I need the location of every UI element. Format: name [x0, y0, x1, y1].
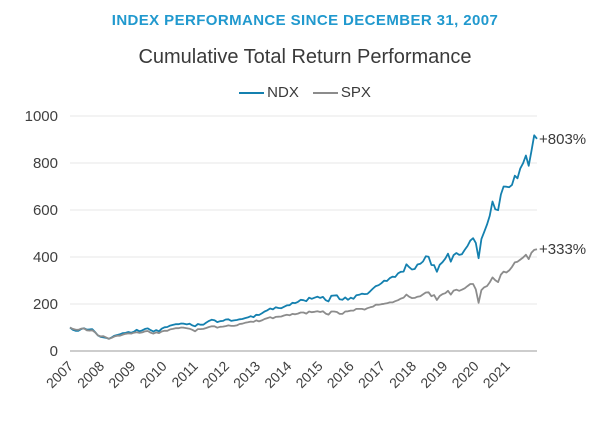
- legend-label-spx: SPX: [340, 84, 371, 101]
- y-axis-label: 400: [33, 249, 58, 266]
- spx-end-annotation: +333%: [539, 241, 586, 258]
- x-axis-label: 2014: [261, 358, 294, 391]
- x-axis-label: 2020: [448, 358, 481, 391]
- x-axis-label: 2008: [74, 358, 107, 391]
- y-axis-label: 600: [33, 202, 58, 219]
- legend-label-ndx: NDX: [267, 84, 299, 101]
- y-axis-label: 1000: [25, 108, 58, 125]
- legend-item-ndx: NDX: [239, 84, 299, 101]
- x-axis-label: 2013: [230, 358, 263, 391]
- spx-line: [69, 248, 538, 340]
- x-axis-label: 2007: [43, 358, 76, 391]
- ndx-end-annotation: +803%: [539, 131, 586, 148]
- x-axis-label: 2011: [168, 358, 201, 391]
- y-axis-label: 0: [50, 343, 58, 360]
- x-axis-label: 2017: [355, 358, 388, 391]
- x-axis-label: 2010: [136, 358, 169, 391]
- chart-eyebrow-heading: INDEX PERFORMANCE SINCE DECEMBER 31, 200…: [111, 12, 499, 29]
- x-axis-label: 2019: [417, 358, 450, 391]
- legend-item-spx: SPX: [312, 84, 371, 101]
- x-axis-label: 2015: [292, 358, 325, 391]
- ndx-line-swatch-icon: [239, 91, 265, 94]
- y-axis-label: 200: [33, 296, 58, 313]
- x-axis-label: 2018: [386, 358, 419, 391]
- chart-legend: NDX SPX: [0, 84, 610, 101]
- chart-title: Cumulative Total Return Performance: [138, 46, 472, 68]
- x-axis-label: 2016: [324, 358, 357, 391]
- x-axis-label: 2009: [105, 358, 138, 391]
- spx-line-swatch-icon: [312, 91, 338, 94]
- line-chart: 0 200 400 600 800 1000 2007 2008 2009 2010 2011 201…: [0, 101, 610, 422]
- x-axis-label: 2012: [199, 358, 232, 391]
- x-axis-label: 2021: [480, 358, 513, 391]
- ndx-line: [69, 134, 538, 340]
- y-axis-label: 800: [33, 155, 58, 172]
